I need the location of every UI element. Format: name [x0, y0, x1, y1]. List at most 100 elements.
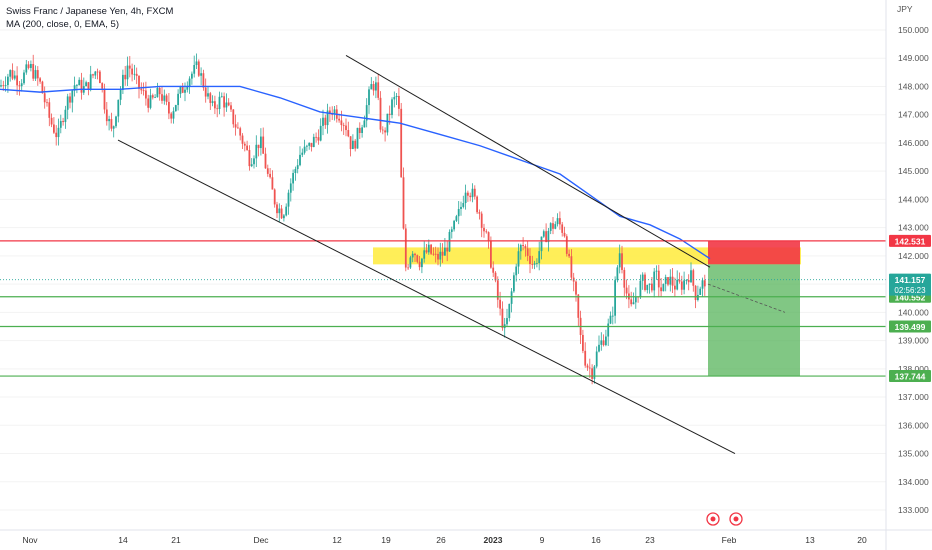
- candle-body: [418, 261, 421, 268]
- candle-body: [542, 231, 545, 237]
- candle-body: [508, 303, 511, 319]
- candle-body: [411, 253, 414, 258]
- candle-body: [73, 85, 76, 91]
- candle-body: [78, 79, 81, 86]
- candle-body: [239, 128, 242, 136]
- candle-body: [513, 275, 515, 292]
- candle-body: [632, 302, 635, 305]
- event-icon-dot: [710, 516, 716, 522]
- candle-body: [575, 281, 577, 295]
- candle-body: [241, 135, 244, 144]
- candle-body: [407, 267, 409, 269]
- candle-body: [197, 61, 200, 76]
- candle-body: [683, 280, 685, 290]
- candle-body: [694, 285, 697, 301]
- candle-body: [66, 96, 69, 110]
- candle-body: [13, 75, 16, 79]
- candle-body: [370, 84, 373, 90]
- candle-body: [593, 366, 596, 379]
- candle-body: [264, 153, 267, 169]
- candle-body: [89, 74, 92, 90]
- candle-body: [227, 102, 230, 106]
- candle-body: [126, 65, 129, 80]
- candle-body: [301, 152, 304, 155]
- price-axis[interactable]: 150.000 149.000 148.000 147.000 146.000 145.0…: [885, 0, 931, 550]
- y-tick-label: 134.000: [898, 477, 929, 487]
- candle-body: [142, 90, 145, 92]
- candle-body: [519, 245, 522, 252]
- candle-body: [135, 73, 138, 76]
- time-axis[interactable]: Nov 14 21 Dec 12 19 26 2023 9 16 23 Feb 13 20: [0, 529, 932, 545]
- price-tag: [889, 320, 931, 333]
- candle-body: [565, 236, 568, 254]
- candle-body: [20, 83, 23, 87]
- candle-body: [347, 130, 350, 137]
- x-tick-label: 13: [805, 535, 815, 545]
- candle-body: [105, 109, 108, 122]
- candle-body: [515, 266, 518, 276]
- candle-body: [639, 280, 642, 298]
- candle-body: [315, 136, 317, 138]
- y-tick-label: 136.000: [898, 420, 929, 430]
- candle-body: [43, 93, 46, 103]
- candle-body: [402, 177, 405, 229]
- candle-body: [669, 276, 672, 285]
- candle-body: [368, 89, 370, 106]
- candle-body: [646, 284, 649, 291]
- candle-body: [269, 173, 271, 178]
- candle-body: [552, 223, 554, 229]
- candle-body: [163, 95, 166, 101]
- candle-body: [232, 109, 235, 125]
- candle-body: [310, 142, 313, 148]
- candle-body: [623, 269, 626, 288]
- candle-body: [156, 87, 159, 98]
- candle-body: [687, 280, 690, 283]
- candle-body: [577, 294, 580, 318]
- candle-body: [655, 270, 658, 272]
- candle-body: [248, 150, 251, 167]
- candle-body: [115, 116, 117, 127]
- candle-body: [112, 126, 115, 129]
- x-tick-label: 19: [381, 535, 391, 545]
- candle-body: [598, 344, 600, 352]
- candle-body: [53, 124, 55, 133]
- candle-body: [536, 263, 538, 264]
- candle-body: [676, 279, 679, 290]
- candle-body: [59, 121, 62, 128]
- candle-body: [9, 70, 12, 77]
- candle-body: [363, 120, 366, 128]
- candle-body: [483, 227, 485, 232]
- candle-body: [692, 270, 695, 286]
- candle-body: [312, 136, 315, 148]
- candle-body: [220, 96, 223, 98]
- candle-body: [441, 251, 444, 256]
- candle-body: [460, 206, 462, 210]
- candle-body: [563, 232, 566, 237]
- candle-body: [533, 263, 536, 265]
- candle-body: [531, 263, 534, 265]
- candle-body: [234, 124, 237, 128]
- candle-body: [223, 96, 225, 108]
- candle-body: [510, 291, 513, 304]
- candle-body: [554, 224, 557, 229]
- candle-body: [609, 315, 612, 324]
- candle-body: [616, 267, 619, 281]
- candle-body: [358, 127, 361, 133]
- price-tag: [889, 234, 931, 247]
- candle-body: [595, 351, 598, 367]
- candle-body: [36, 70, 39, 79]
- x-tick-label: Feb: [722, 535, 737, 545]
- candle-body: [605, 336, 607, 346]
- candle-body: [651, 283, 653, 291]
- candle-body: [62, 121, 64, 123]
- candle-body: [464, 192, 467, 204]
- indicator-label[interactable]: MA (200, close, 0, EMA, 5): [6, 19, 119, 30]
- candle-body: [331, 114, 334, 115]
- chart-title[interactable]: Swiss Franc / Japanese Yen, 4h, FXCM: [6, 6, 174, 17]
- candle-body: [699, 288, 702, 295]
- candle-body: [283, 215, 285, 219]
- candle-body: [395, 95, 398, 98]
- candle-body: [634, 296, 637, 303]
- candle-body: [34, 70, 37, 79]
